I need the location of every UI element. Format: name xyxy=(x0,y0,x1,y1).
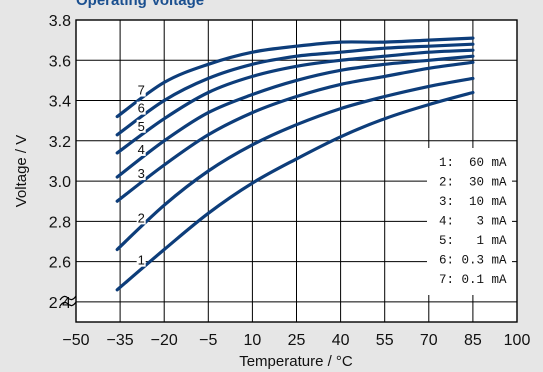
series-layer xyxy=(115,36,475,292)
x-tick-label: −5 xyxy=(199,332,217,349)
x-tick-labels: −50 −35 −20 −5 10 25 40 55 70 85 100 xyxy=(62,332,530,349)
curve-label-5: 5 xyxy=(138,119,145,134)
curve-labels: 1 2 3 4 5 6 7 xyxy=(136,83,146,268)
curve-label-bg xyxy=(136,167,146,181)
legend-entry-4: 4: 3 mA xyxy=(439,215,507,229)
x-tick-label: 55 xyxy=(376,332,394,349)
chart-title: Operating Voltage xyxy=(76,0,204,9)
legend-entry-6: 6: 0.3 mA xyxy=(439,254,507,268)
series-line-4 xyxy=(115,54,475,179)
curve-label-bg xyxy=(136,119,146,133)
curve-label-bg xyxy=(136,142,146,156)
curve-label-2: 2 xyxy=(138,210,145,225)
legend-entry-7: 7: 0.1 mA xyxy=(439,273,507,287)
legend-entry-2: 2: 30 mA xyxy=(439,176,507,190)
x-tick-label: 70 xyxy=(420,332,438,349)
curve-label-4: 4 xyxy=(138,142,145,157)
curve-label-bg xyxy=(136,211,146,225)
series-line-5 xyxy=(115,48,475,155)
y-axis-label: Voltage / V xyxy=(13,135,30,208)
series-line-6 xyxy=(115,42,475,137)
legend-entry-3: 3: 10 mA xyxy=(439,195,507,209)
x-tick-label: 25 xyxy=(288,332,306,349)
curve-label-bg xyxy=(136,253,146,267)
series-line-2 xyxy=(115,76,475,252)
y-tick-label: 2.4 xyxy=(49,295,71,312)
series-line-3 xyxy=(115,60,475,203)
series-line-1 xyxy=(115,90,475,292)
x-tick-label: 10 xyxy=(244,332,262,349)
plot-frame xyxy=(75,19,518,323)
x-tick-label: 100 xyxy=(504,332,531,349)
curve-label-1: 1 xyxy=(138,253,145,268)
y-tick-label: 2.8 xyxy=(49,214,71,231)
legend: 1: 60 mA 2: 30 mA 3: 10 mA 4: 3 mA 5: 1 mA 6:… xyxy=(439,156,507,287)
legend-entry-1: 1: 60 mA xyxy=(439,156,507,170)
x-tick-label: −50 xyxy=(62,332,89,349)
curve-label-bg xyxy=(136,101,146,115)
y-tick-label: 3.0 xyxy=(49,174,71,191)
curve-label-bg xyxy=(136,83,146,97)
curve-label-6: 6 xyxy=(138,101,145,116)
x-tick-label: 40 xyxy=(332,332,350,349)
curve-label-7: 7 xyxy=(138,83,145,98)
x-tick-label: −35 xyxy=(107,332,134,349)
x-tick-label: −20 xyxy=(151,332,178,349)
x-axis-label: Temperature / °C xyxy=(239,353,353,370)
legend-entry-5: 5: 1 mA xyxy=(439,234,507,248)
curve-label-3: 3 xyxy=(138,166,145,181)
y-tick-label: 2.6 xyxy=(49,255,71,272)
y-tick-labels: 2.4 2.6 2.8 3.0 3.2 3.4 3.6 3.8 xyxy=(49,13,71,312)
axis-break-icon xyxy=(59,295,77,307)
x-tick-label: 85 xyxy=(464,332,482,349)
y-tick-label: 3.6 xyxy=(49,53,71,70)
legend-box xyxy=(427,148,512,295)
y-tick-label: 3.2 xyxy=(49,134,71,151)
series-line-7 xyxy=(115,36,475,119)
y-tick-label: 3.4 xyxy=(49,94,71,111)
y-tick-label: 3.8 xyxy=(49,13,71,30)
